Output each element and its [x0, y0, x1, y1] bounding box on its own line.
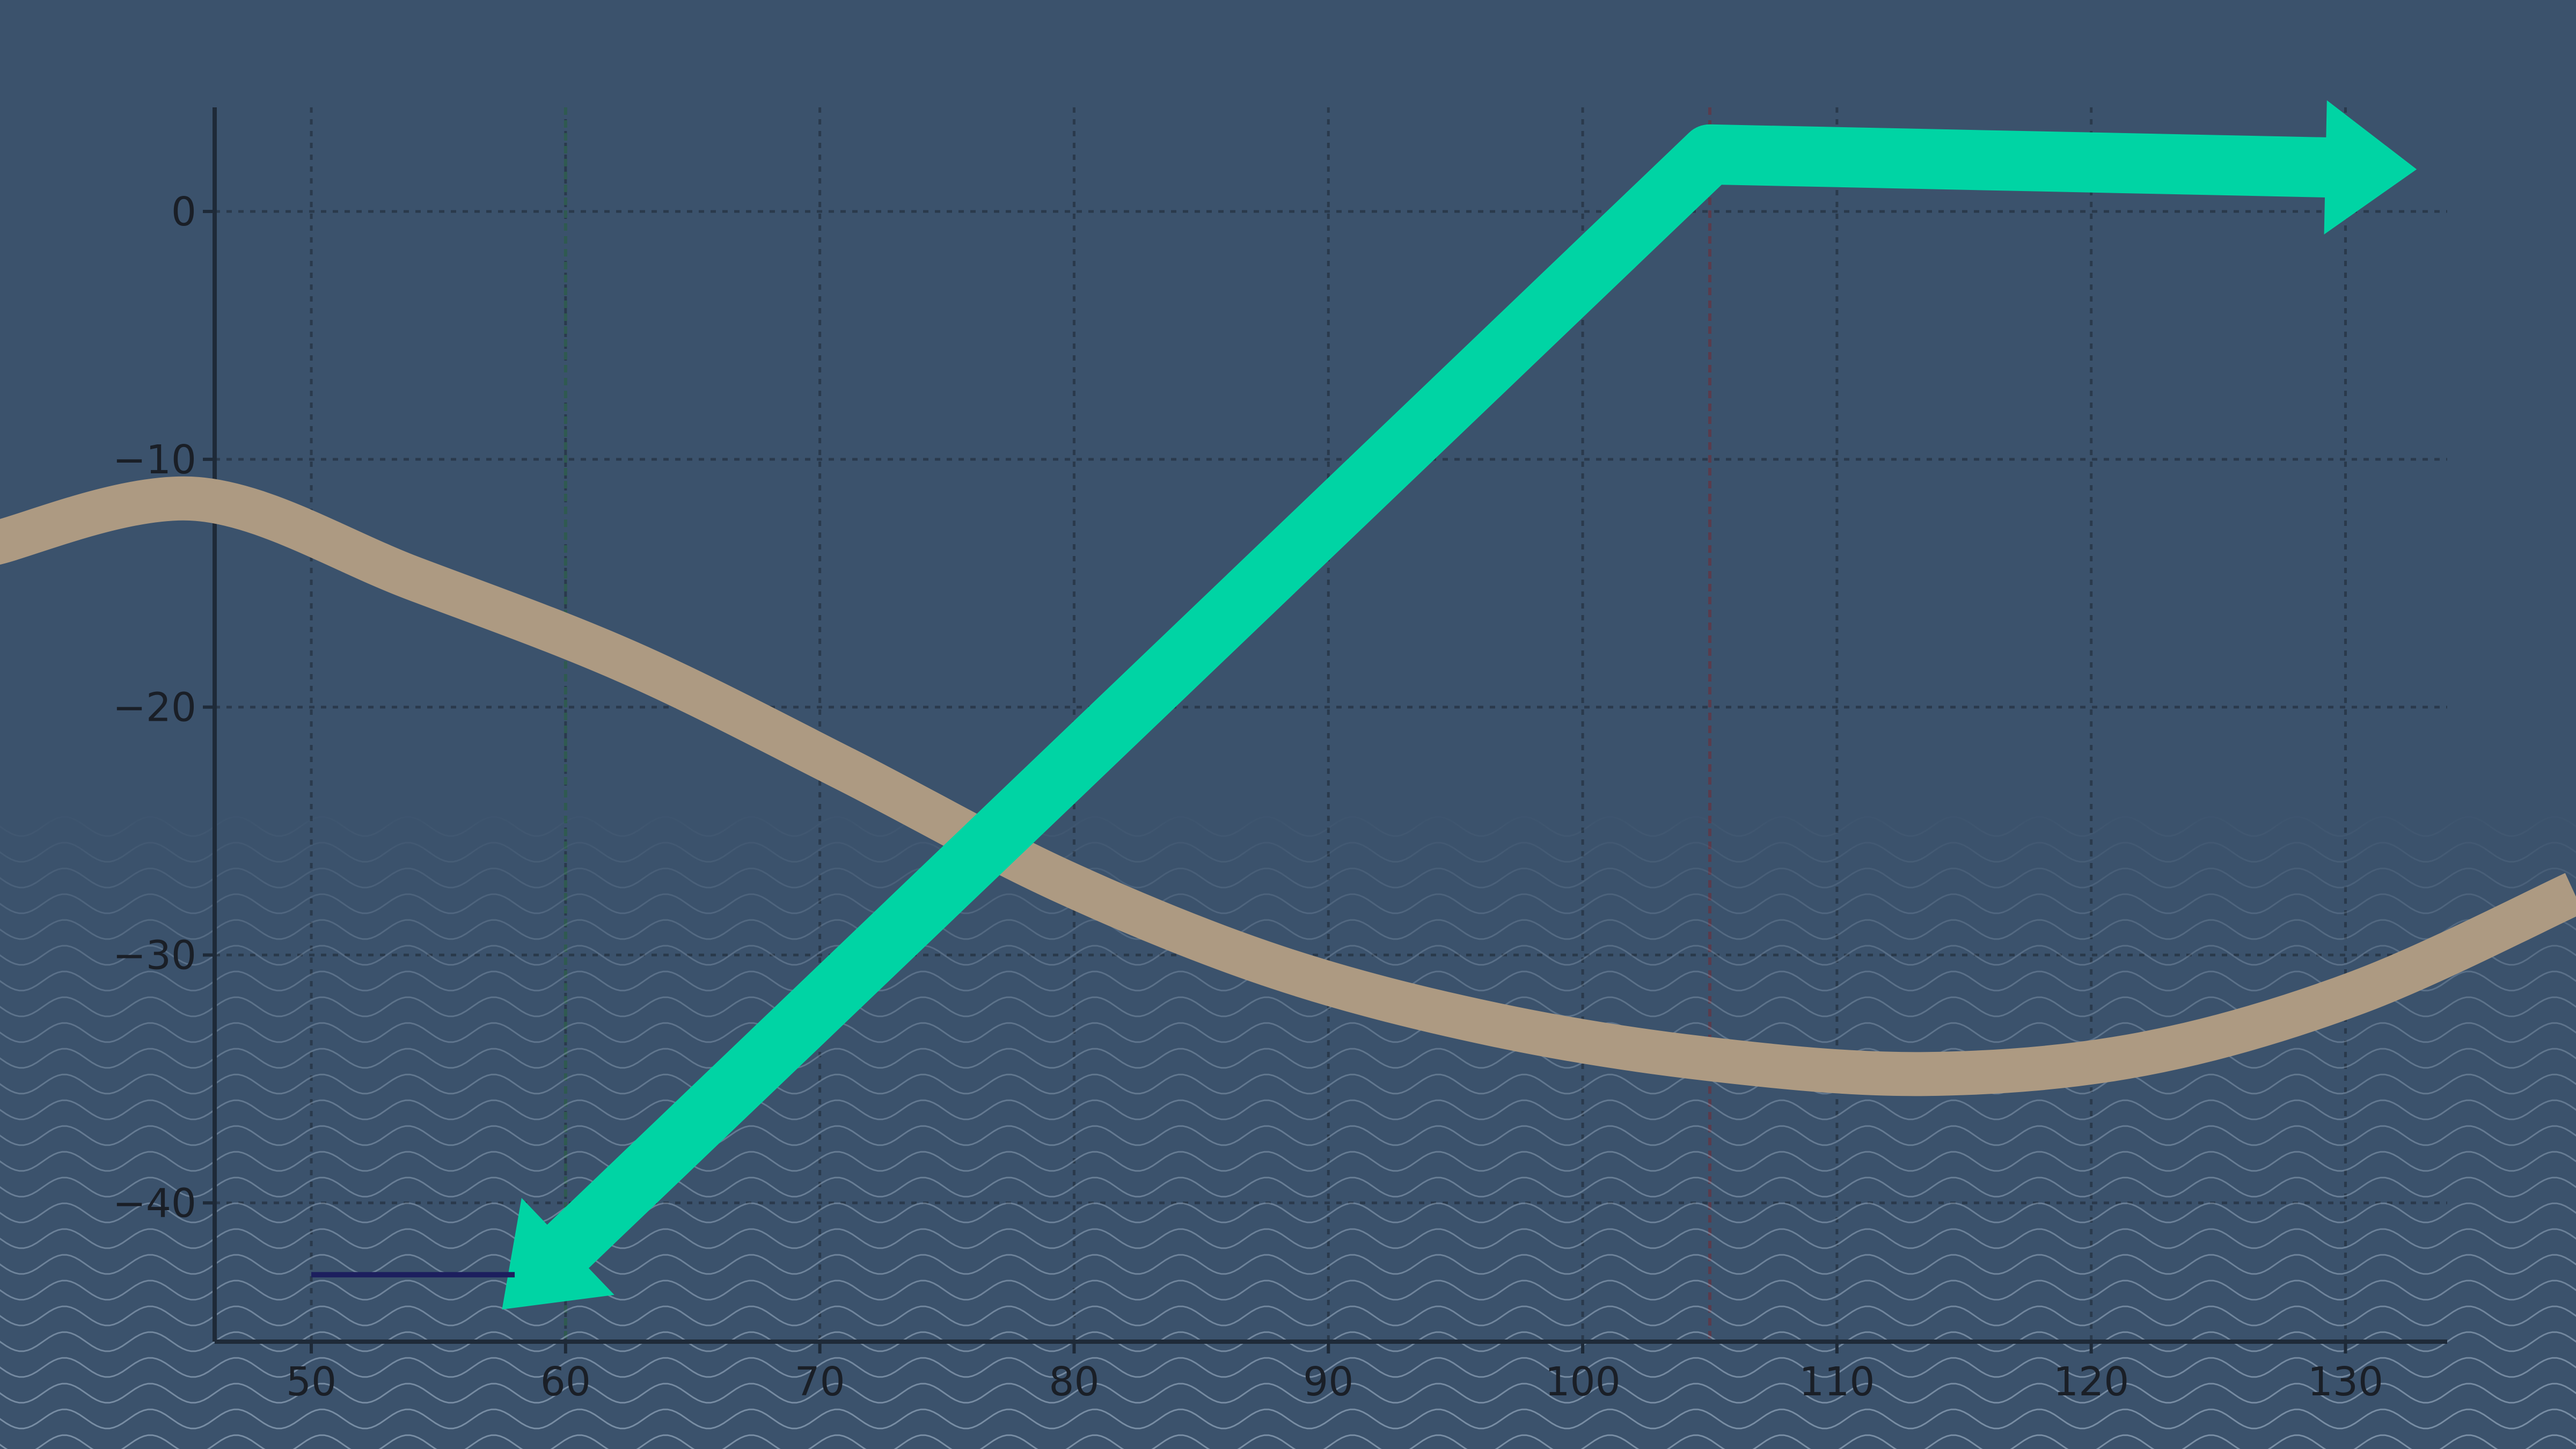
- wave-line: [0, 919, 2576, 940]
- x-tick-label: 50: [286, 1359, 336, 1405]
- wave-line: [0, 1073, 2576, 1095]
- wave-line: [0, 1176, 2576, 1198]
- wave-line: [0, 867, 2576, 889]
- wave-line: [0, 1382, 2576, 1404]
- x-tick-label: 90: [1303, 1359, 1353, 1405]
- wave-line: [0, 893, 2576, 914]
- wave-line: [0, 1151, 2576, 1172]
- wave-line: [0, 1434, 2576, 1449]
- x-tick-label: 120: [2053, 1359, 2129, 1405]
- wave-line: [0, 1125, 2576, 1146]
- wave-line: [0, 841, 2576, 863]
- x-tick-label: 110: [1799, 1359, 1875, 1405]
- wave-line: [0, 1254, 2576, 1275]
- x-tick-label: 100: [1545, 1359, 1620, 1405]
- axes: [213, 107, 2447, 1344]
- y-tick-label: −10: [113, 437, 196, 483]
- wave-line: [0, 1099, 2576, 1121]
- arrowhead-start: [502, 1198, 614, 1309]
- arrowhead-end: [2324, 100, 2417, 235]
- y-tick-label: 0: [171, 189, 196, 235]
- x-tick-label: 70: [795, 1359, 845, 1405]
- wave-line: [0, 1408, 2576, 1430]
- y-tick-label: −40: [113, 1180, 196, 1226]
- curve-series: [0, 476, 2576, 1096]
- x-tick-label: 60: [540, 1359, 591, 1405]
- wave-line: [0, 1279, 2576, 1301]
- series-layer: [0, 100, 2576, 1309]
- y-tick-label: −30: [113, 933, 196, 979]
- tick-labels: 50 60 70 80 90 100 110 120 130 0 −10 −20 −30 −40: [113, 189, 2383, 1405]
- wave-line: [0, 1357, 2576, 1378]
- x-tick-label: 130: [2308, 1359, 2383, 1405]
- wave-pattern: [0, 816, 2576, 1449]
- wave-line: [0, 816, 2576, 837]
- x-tick-label: 80: [1049, 1359, 1099, 1405]
- y-tick-label: −20: [113, 685, 196, 731]
- wave-line: [0, 1202, 2576, 1224]
- wave-line: [0, 1305, 2576, 1327]
- arrow-series: [533, 124, 2345, 1281]
- wave-line: [0, 996, 2576, 1018]
- wave-line: [0, 1228, 2576, 1249]
